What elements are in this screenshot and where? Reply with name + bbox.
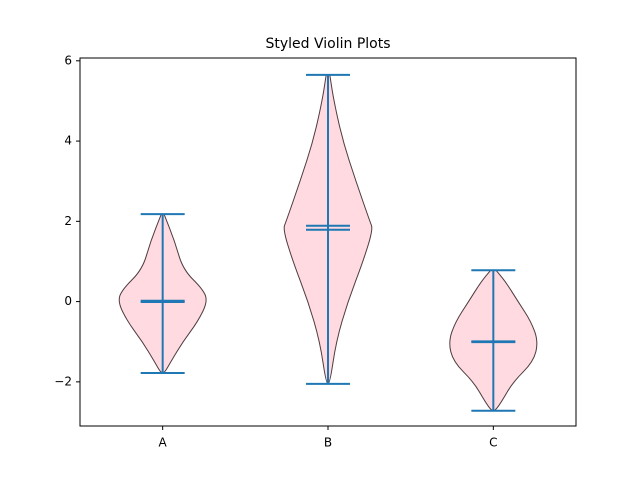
x-tick-label: B [324, 436, 332, 450]
y-tick-label: 2 [64, 214, 72, 228]
y-tick-label: −2 [54, 374, 72, 388]
x-tick-label: C [489, 436, 497, 450]
y-tick-label: 4 [64, 134, 72, 148]
y-tick-label: 6 [64, 53, 72, 67]
chart-title: Styled Violin Plots [265, 36, 390, 52]
y-tick-label: 0 [64, 294, 72, 308]
x-tick-label: A [159, 436, 168, 450]
